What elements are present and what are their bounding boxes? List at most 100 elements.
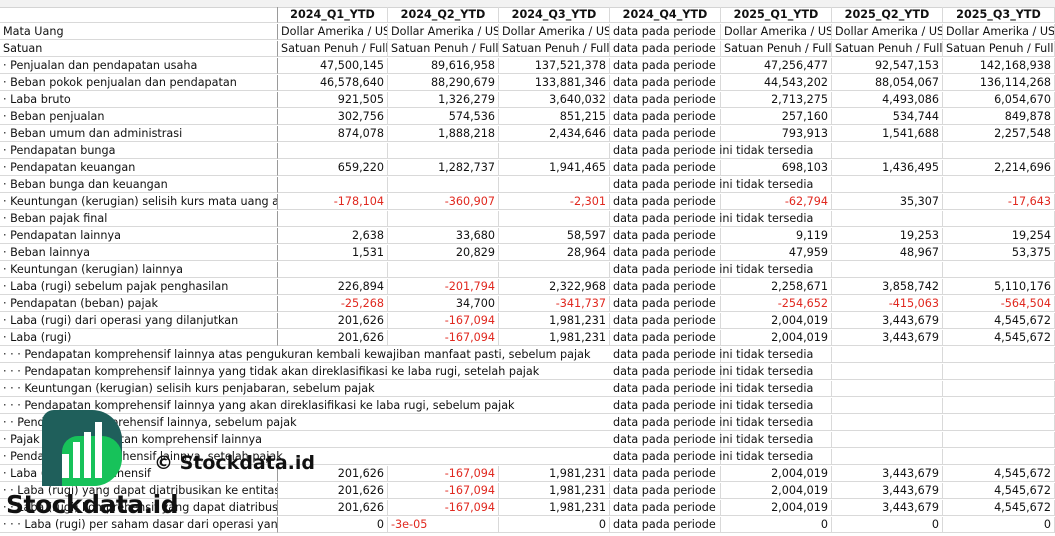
data-cell[interactable]: 133,881,346 [499,75,610,91]
empty-cell[interactable]: data pada periode ini tidak tersedia [610,364,813,380]
data-cell[interactable]: 53,375 [943,245,1055,261]
column-header[interactable]: 2025_Q2_YTD [832,7,943,23]
empty-cell[interactable] [832,449,943,465]
empty-cell[interactable] [832,177,943,193]
data-cell[interactable]: 4,493,086 [832,92,943,108]
column-letter-bar[interactable] [0,0,1055,8]
empty-cell[interactable]: data pada periode ini tidak tersedia [610,449,813,465]
empty-cell[interactable] [832,415,943,431]
empty-cell[interactable] [943,347,1055,363]
data-cell[interactable]: 1,981,231 [499,313,610,329]
empty-cell[interactable] [943,211,1055,227]
data-cell[interactable]: 1,326,279 [388,92,499,108]
row-label[interactable]: · Beban pajak final [0,211,278,227]
row-label[interactable]: · · · Keuntungan (kerugian) selisih kurs… [0,381,375,397]
empty-cell[interactable]: data pada periode ini tidak tersedia [610,262,813,278]
data-cell[interactable]: 201,626 [278,313,388,329]
data-cell[interactable]: 1,541,688 [832,126,943,142]
empty-cell[interactable] [499,177,610,193]
data-cell[interactable]: 35,307 [832,194,943,210]
row-label[interactable]: · Beban pokok penjualan dan pendapatan [0,75,278,91]
data-cell[interactable]: 698,103 [721,160,832,176]
data-cell[interactable]: 849,878 [943,109,1055,125]
data-cell[interactable]: -254,652 [721,296,832,312]
row-label[interactable]: · Laba (rugi) dari operasi yang dilanjut… [0,313,278,329]
data-cell[interactable]: data pada periode i [610,160,721,176]
data-cell[interactable]: 2,638 [278,228,388,244]
data-cell[interactable]: 4,545,672 [943,500,1055,516]
empty-cell[interactable] [388,143,499,159]
empty-cell[interactable] [943,398,1055,414]
empty-cell[interactable] [832,432,943,448]
data-cell[interactable]: 0 [721,517,832,533]
data-cell[interactable]: 142,168,938 [943,58,1055,74]
data-cell[interactable]: -415,063 [832,296,943,312]
data-cell[interactable]: 3,443,679 [832,500,943,516]
data-cell[interactable]: Satuan Penuh / Full [278,41,388,57]
data-cell[interactable]: 1,531 [278,245,388,261]
row-label[interactable]: · Penjualan dan pendapatan usaha [0,58,278,74]
data-cell[interactable]: 2,004,019 [721,466,832,482]
data-cell[interactable]: 1,941,465 [499,160,610,176]
data-cell[interactable]: 1,981,231 [499,330,610,346]
empty-cell[interactable] [943,432,1055,448]
empty-cell[interactable] [499,449,610,465]
data-cell[interactable]: -2,301 [499,194,610,210]
data-cell[interactable]: 44,543,202 [721,75,832,91]
data-cell[interactable]: Dollar Amerika / US [721,24,832,40]
data-cell[interactable]: 46,578,640 [278,75,388,91]
data-cell[interactable]: data pada periode i [610,245,721,261]
column-header[interactable]: 2024_Q3_YTD [499,7,610,23]
data-cell[interactable]: 874,078 [278,126,388,142]
data-cell[interactable]: -17,643 [943,194,1055,210]
data-cell[interactable]: -564,504 [943,296,1055,312]
empty-cell[interactable] [388,347,499,363]
data-cell[interactable]: data pada periode i [610,24,721,40]
empty-cell[interactable] [499,347,610,363]
data-cell[interactable]: 19,253 [832,228,943,244]
row-label[interactable]: · · · Laba (rugi) per saham dasar dari o… [0,517,278,533]
data-cell[interactable]: 2,258,671 [721,279,832,295]
data-cell[interactable]: 2,257,548 [943,126,1055,142]
empty-cell[interactable] [499,432,610,448]
column-header[interactable]: 2025_Q1_YTD [721,7,832,23]
empty-cell[interactable]: data pada periode ini tidak tersedia [610,143,813,159]
empty-cell[interactable] [943,177,1055,193]
empty-cell[interactable] [278,262,388,278]
data-cell[interactable]: 5,110,176 [943,279,1055,295]
empty-cell[interactable] [721,449,832,465]
empty-cell[interactable] [832,211,943,227]
data-cell[interactable]: data pada periode i [610,41,721,57]
row-label[interactable]: · · Laba (rugi) komprehensif yang dapat … [0,500,278,516]
column-header[interactable]: 2025_Q3_YTD [943,7,1055,23]
empty-cell[interactable]: data pada periode ini tidak tersedia [610,415,813,431]
data-cell[interactable]: 28,964 [499,245,610,261]
data-cell[interactable]: 851,215 [499,109,610,125]
row-label[interactable]: · Beban penjualan [0,109,278,125]
data-cell[interactable]: Dollar Amerika / US [388,24,499,40]
data-cell[interactable]: 2,004,019 [721,500,832,516]
data-cell[interactable]: data pada periode i [610,75,721,91]
data-cell[interactable]: 574,536 [388,109,499,125]
column-header[interactable]: 2024_Q1_YTD [278,7,388,23]
data-cell[interactable]: data pada periode i [610,58,721,74]
header-cell-blank[interactable] [0,7,278,23]
data-cell[interactable]: Satuan Penuh / Full [499,41,610,57]
empty-cell[interactable] [832,347,943,363]
row-label[interactable]: Mata Uang [0,24,278,40]
data-cell[interactable]: 0 [499,517,610,533]
data-cell[interactable]: 47,256,477 [721,58,832,74]
empty-cell[interactable] [499,415,610,431]
data-cell[interactable]: 89,616,958 [388,58,499,74]
row-label[interactable]: · · · Pendapatan komprehensif lainnya at… [0,347,590,363]
data-cell[interactable]: data pada periode i [610,466,721,482]
data-cell[interactable]: 0 [832,517,943,533]
empty-cell[interactable] [499,364,610,380]
empty-cell[interactable] [388,177,499,193]
empty-cell[interactable] [499,398,610,414]
row-label[interactable]: · Pendapatan bunga [0,143,278,159]
data-cell[interactable]: -341,737 [499,296,610,312]
data-cell[interactable]: data pada periode i [610,194,721,210]
empty-cell[interactable] [278,432,388,448]
empty-cell[interactable]: data pada periode ini tidak tersedia [610,177,813,193]
